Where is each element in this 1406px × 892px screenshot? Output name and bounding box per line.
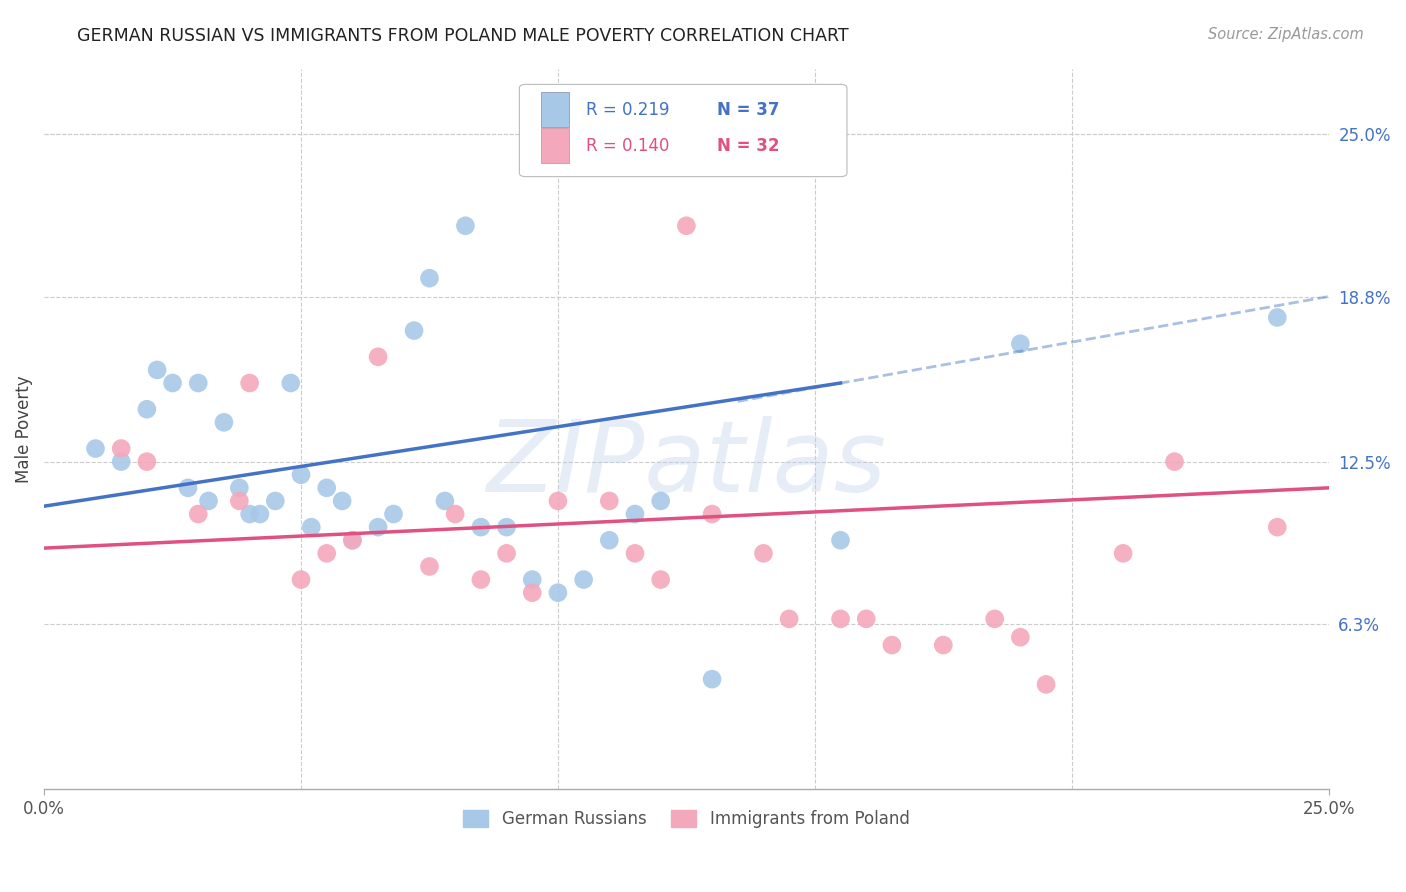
Point [433,494,456,508]
Point [572,573,595,587]
Point [932,638,955,652]
Point [212,415,235,429]
Point [84,442,107,456]
Point [624,507,647,521]
Point [1265,520,1288,534]
Point [330,494,353,508]
Point [280,376,302,390]
Y-axis label: Male Poverty: Male Poverty [15,375,32,483]
Point [342,533,364,548]
Point [444,507,467,521]
Text: Source: ZipAtlas.com: Source: ZipAtlas.com [1208,27,1364,42]
Point [598,494,620,508]
Point [146,363,169,377]
Point [315,546,337,560]
Point [135,455,157,469]
Point [402,324,425,338]
Point [1035,677,1057,691]
Point [1112,546,1135,560]
Point [1265,310,1288,325]
Point [880,638,903,652]
FancyBboxPatch shape [519,85,846,177]
Point [110,455,132,469]
Text: R = 0.140: R = 0.140 [586,136,669,154]
Point [1163,455,1185,469]
Point [187,507,209,521]
Point [264,494,287,508]
Point [290,573,312,587]
Point [522,585,544,599]
Point [249,507,271,521]
Point [187,376,209,390]
Point [228,494,250,508]
Point [650,494,672,508]
Point [650,573,672,587]
Point [470,520,492,534]
Point [367,350,389,364]
Point [197,494,219,508]
Point [239,376,262,390]
Text: N = 32: N = 32 [717,136,780,154]
Point [778,612,800,626]
Point [598,533,620,548]
Text: N = 37: N = 37 [717,101,780,119]
Point [855,612,877,626]
Point [470,573,492,587]
Point [752,546,775,560]
Text: R = 0.219: R = 0.219 [586,101,669,119]
Point [382,507,405,521]
Point [830,533,852,548]
Point [1010,630,1032,644]
Point [162,376,184,390]
Point [700,507,723,521]
Point [110,442,132,456]
Point [624,546,647,560]
Point [228,481,250,495]
Point [367,520,389,534]
Text: ZIPatlas: ZIPatlas [486,417,886,514]
Point [418,271,440,285]
Point [290,467,312,482]
Point [830,612,852,626]
Text: GERMAN RUSSIAN VS IMMIGRANTS FROM POLAND MALE POVERTY CORRELATION CHART: GERMAN RUSSIAN VS IMMIGRANTS FROM POLAND… [77,27,849,45]
Point [418,559,440,574]
Point [315,481,337,495]
FancyBboxPatch shape [541,128,569,163]
Point [522,573,544,587]
Point [299,520,322,534]
Point [342,533,364,548]
Point [547,494,569,508]
FancyBboxPatch shape [541,92,569,127]
Point [239,507,262,521]
Point [700,672,723,686]
Point [547,585,569,599]
Point [135,402,157,417]
Point [454,219,477,233]
Point [495,520,517,534]
Point [495,546,517,560]
Legend: German Russians, Immigrants from Poland: German Russians, Immigrants from Poland [457,804,917,835]
Point [983,612,1005,626]
Point [177,481,200,495]
Point [1010,336,1032,351]
Point [675,219,697,233]
